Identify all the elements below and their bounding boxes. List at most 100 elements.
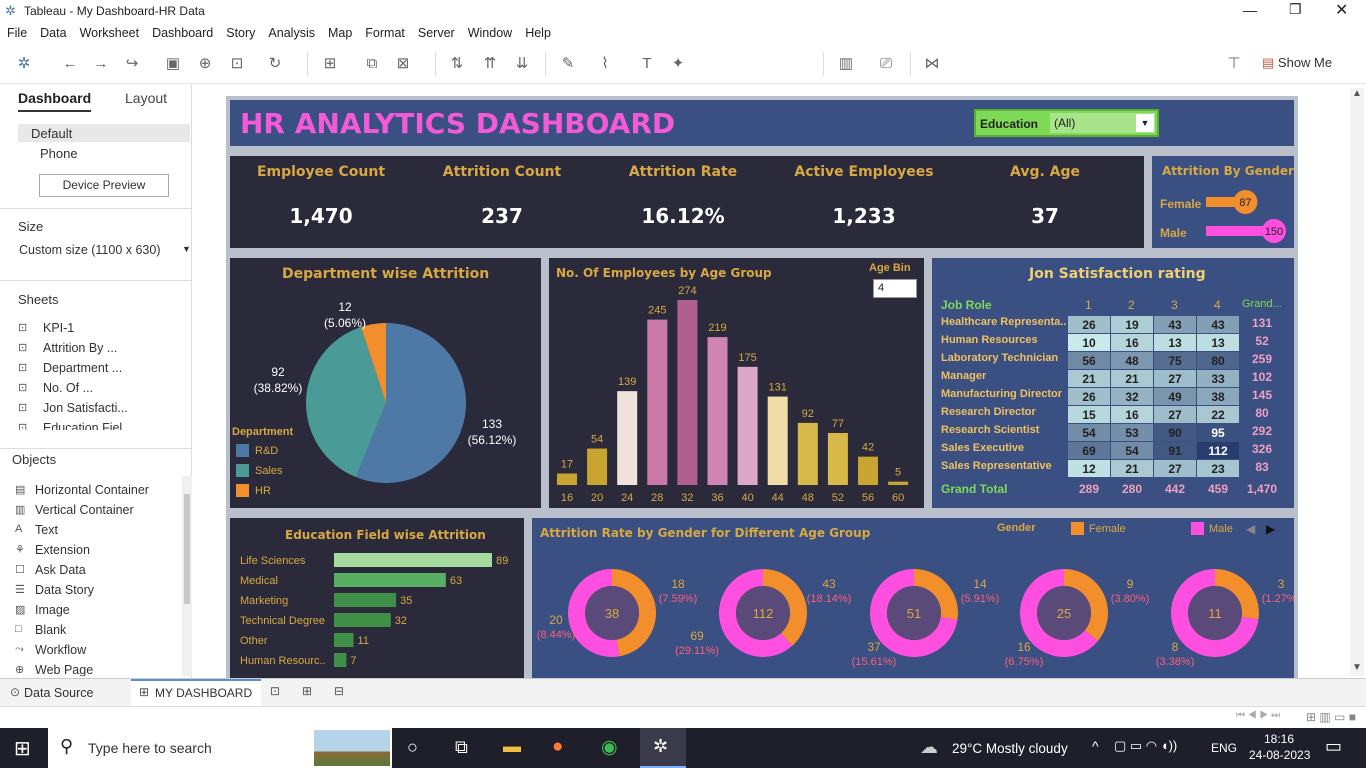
sheet-item[interactable]: Attrition By ... <box>43 341 118 355</box>
label-icon[interactable]: T <box>642 55 652 72</box>
notification-icon[interactable]: ▭ <box>1325 736 1343 756</box>
cortana-icon[interactable]: ○ <box>407 737 418 757</box>
panel-title: Department wise Attrition <box>282 266 490 282</box>
tableau-taskbar-icon[interactable]: ✲ <box>640 728 686 768</box>
dropdown-arrow-icon[interactable]: ▼ <box>1136 114 1154 132</box>
size-dropdown[interactable]: Custom size (1100 x 630) <box>19 243 161 257</box>
close-button[interactable]: ✕ <box>1335 2 1349 19</box>
clock-time[interactable]: 18:16 <box>1264 732 1295 746</box>
minimize-button[interactable]: — <box>1243 2 1257 18</box>
maximize-button[interactable]: ❐ <box>1289 1 1302 17</box>
object-item[interactable]: Ask Data <box>35 563 86 577</box>
format-painter-icon[interactable]: ⊤ <box>1227 55 1241 72</box>
sheet-item[interactable]: Education Fiel... <box>43 421 133 430</box>
menu-file[interactable]: File <box>7 26 28 40</box>
size-dropdown-arrow-icon[interactable]: ▼ <box>182 244 191 254</box>
menu-help[interactable]: Help <box>525 26 551 40</box>
object-item[interactable]: Image <box>35 603 70 617</box>
education-filter[interactable]: Education (All) ▼ <box>974 109 1159 137</box>
clock-date[interactable]: 24-08-2023 <box>1249 748 1311 762</box>
object-item[interactable]: Data Story <box>35 583 95 597</box>
device-preview-button[interactable]: Device Preview <box>39 174 169 197</box>
firefox-icon[interactable]: ● <box>552 736 564 757</box>
age-bin-input[interactable]: 4 <box>873 279 917 298</box>
tab-dashboard[interactable]: Dashboard <box>18 90 92 112</box>
menu-format[interactable]: Format <box>365 26 405 40</box>
menu-server[interactable]: Server <box>417 26 455 40</box>
sheet-item[interactable]: KPI-1 <box>43 321 75 335</box>
new-datasource-icon[interactable]: ⊕ <box>198 55 212 72</box>
row-total: 326 <box>1251 442 1273 456</box>
show-cards-icon[interactable]: ▥ <box>838 55 854 72</box>
file-explorer-icon[interactable]: ▬ <box>503 736 521 756</box>
pause-updates-icon[interactable]: ⊡ <box>230 55 244 72</box>
legend-prev-icon[interactable]: ◀ <box>1246 522 1256 536</box>
menu-data[interactable]: Data <box>40 26 67 40</box>
replay-icon[interactable]: ↪ <box>125 55 139 72</box>
edu-bar-label: 32 <box>395 615 407 627</box>
menu-dashboard[interactable]: Dashboard <box>152 26 214 40</box>
tab-layout[interactable]: Layout <box>125 90 168 106</box>
object-item[interactable]: Vertical Container <box>35 503 134 517</box>
pin-icon[interactable]: ✦ <box>671 55 685 72</box>
highlight-icon[interactable]: ✎ <box>561 55 575 72</box>
windows-start-icon[interactable]: ⊞ <box>14 738 31 760</box>
legend-next-icon[interactable]: ▶ <box>1266 522 1276 536</box>
objects-title: Objects <box>12 452 57 467</box>
sheet-item[interactable]: Department ... <box>43 361 123 375</box>
objects-scrollbar[interactable] <box>182 476 192 676</box>
task-view-icon[interactable]: ⧉ <box>455 737 468 757</box>
sheet-item[interactable]: Jon Satisfacti... <box>43 401 128 415</box>
sort-asc-icon[interactable]: ⇈ <box>483 55 497 72</box>
chrome-icon[interactable]: ◉ <box>601 737 618 758</box>
menu-window[interactable]: Window <box>467 26 513 40</box>
weather-text[interactable]: 29°C Mostly cloudy <box>952 741 1068 756</box>
data-source-tab[interactable]: Data Source <box>24 686 94 700</box>
row-total: 52 <box>1255 334 1269 348</box>
vertical-container-icon: ▥ <box>15 504 26 516</box>
menu-story[interactable]: Story <box>226 26 256 40</box>
new-worksheet-icon[interactable]: ⊞ <box>323 55 337 72</box>
tray-chevron-icon[interactable]: ^ <box>1092 738 1099 754</box>
menu-worksheet[interactable]: Worksheet <box>79 26 140 40</box>
dashboard-tab[interactable]: ⊞ MY DASHBOARD <box>131 679 261 706</box>
object-item[interactable]: Text <box>35 523 58 537</box>
device-phone[interactable]: Phone <box>40 146 78 161</box>
redo-icon[interactable]: → <box>93 55 109 72</box>
show-me-button[interactable]: ▤ Show Me <box>1262 55 1332 71</box>
sheet-item[interactable]: No. Of ... <box>43 381 94 395</box>
undo-icon[interactable]: ← <box>62 55 78 72</box>
object-item[interactable]: Web Page <box>35 663 94 676</box>
menu-analysis[interactable]: Analysis <box>268 26 315 40</box>
object-item[interactable]: Workflow <box>35 643 87 657</box>
save-icon[interactable]: ▣ <box>165 55 181 72</box>
object-item[interactable]: Blank <box>35 623 67 637</box>
job-role-label: Research Director <box>941 406 1036 418</box>
object-item[interactable]: Extension <box>35 543 90 557</box>
swap-icon[interactable]: ⇅ <box>450 55 464 72</box>
new-dashboard-tab-icon[interactable]: ⊞ <box>302 684 313 698</box>
share-icon[interactable]: ⋈ <box>924 55 940 72</box>
canvas-scrollbar[interactable]: ▲ ▼ <box>1350 88 1364 676</box>
heatmap-cell: 16 <box>1110 405 1154 424</box>
taskbar-search[interactable]: ⚲ Type here to search <box>48 728 392 768</box>
language-indicator[interactable]: ENG <box>1211 741 1238 755</box>
new-story-tab-icon[interactable]: ⊟ <box>334 684 345 698</box>
new-worksheet-tab-icon[interactable]: ⊡ <box>270 684 281 698</box>
view-toggle-icons[interactable]: ⊞ ▥ ▭ ■ <box>1306 710 1356 724</box>
menu-map[interactable]: Map <box>327 26 353 40</box>
device-default[interactable] <box>18 124 190 142</box>
object-item[interactable]: Horizontal Container <box>35 483 149 497</box>
presentation-icon[interactable]: ⎚ <box>879 55 892 72</box>
heatmap-cell: 21 <box>1110 459 1154 478</box>
tab-nav-icons[interactable]: ⏮ ◀ ▶ ⏭ <box>1236 710 1281 721</box>
group-icon[interactable]: ⌇ <box>601 55 609 72</box>
education-filter-dropdown[interactable]: (All) ▼ <box>1050 113 1155 133</box>
sort-desc-icon[interactable]: ⇊ <box>515 55 529 72</box>
tableau-home-icon[interactable]: ✲ <box>17 55 31 72</box>
refresh-icon[interactable]: ↻ <box>268 55 282 72</box>
clear-sheet-icon[interactable]: ⊠ <box>396 55 410 72</box>
heatmap-cell: 53 <box>1110 423 1154 442</box>
duplicate-icon[interactable]: ⧉ <box>366 55 378 72</box>
tray-icons[interactable]: ▢ ▭ ◠ ◖)) <box>1114 738 1178 753</box>
